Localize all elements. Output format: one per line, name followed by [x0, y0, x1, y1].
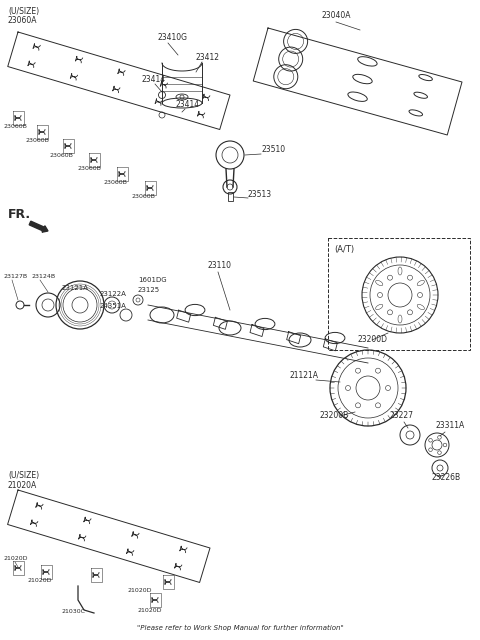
Text: 23510: 23510	[262, 145, 286, 154]
Bar	[328, 238, 470, 350]
Text: 23200D: 23200D	[358, 335, 388, 344]
Text: 23040A: 23040A	[322, 11, 351, 20]
Text: 23121A: 23121A	[62, 285, 89, 291]
Text: (U/SIZE): (U/SIZE)	[8, 7, 39, 16]
Bar	[228, 192, 233, 201]
Text: 23125: 23125	[138, 287, 160, 293]
Text: 24351A: 24351A	[100, 303, 127, 309]
Text: 23060B: 23060B	[50, 153, 74, 158]
Text: 23060A: 23060A	[8, 16, 37, 25]
Text: FR.: FR.	[8, 208, 31, 221]
Text: 23412: 23412	[196, 53, 220, 62]
Text: 23060B: 23060B	[132, 194, 156, 199]
Text: 23200B: 23200B	[320, 411, 349, 420]
Text: 23410G: 23410G	[158, 33, 188, 42]
Text: 21020D: 21020D	[128, 588, 153, 593]
Text: 23414: 23414	[142, 75, 166, 84]
Text: 21020D: 21020D	[4, 556, 28, 561]
Text: 21020D: 21020D	[138, 608, 163, 613]
Text: 23124B: 23124B	[32, 274, 56, 279]
Text: 23122A: 23122A	[100, 291, 127, 297]
Text: 21020A: 21020A	[8, 481, 37, 490]
Text: 23060B: 23060B	[104, 180, 128, 185]
Text: 23060B: 23060B	[78, 166, 102, 171]
Text: 21020D: 21020D	[28, 578, 52, 583]
Text: 21030C: 21030C	[62, 609, 86, 614]
Text: 23513: 23513	[248, 190, 272, 199]
Text: "Please refer to Work Shop Manual for further information": "Please refer to Work Shop Manual for fu…	[137, 625, 343, 631]
Text: 23311A: 23311A	[435, 421, 464, 430]
Text: 23414: 23414	[175, 100, 199, 109]
Text: (A/T): (A/T)	[334, 245, 354, 254]
FancyArrow shape	[29, 221, 48, 232]
Text: 23226B: 23226B	[432, 473, 461, 482]
Text: 1601DG: 1601DG	[138, 277, 167, 283]
Text: 23060B: 23060B	[26, 138, 50, 143]
Text: 23060B: 23060B	[4, 124, 28, 129]
Text: 23127B: 23127B	[4, 274, 28, 279]
Text: (U/SIZE): (U/SIZE)	[8, 471, 39, 480]
Text: 23110: 23110	[208, 261, 232, 270]
Text: 21121A: 21121A	[290, 371, 319, 380]
Text: 23227: 23227	[390, 411, 414, 420]
